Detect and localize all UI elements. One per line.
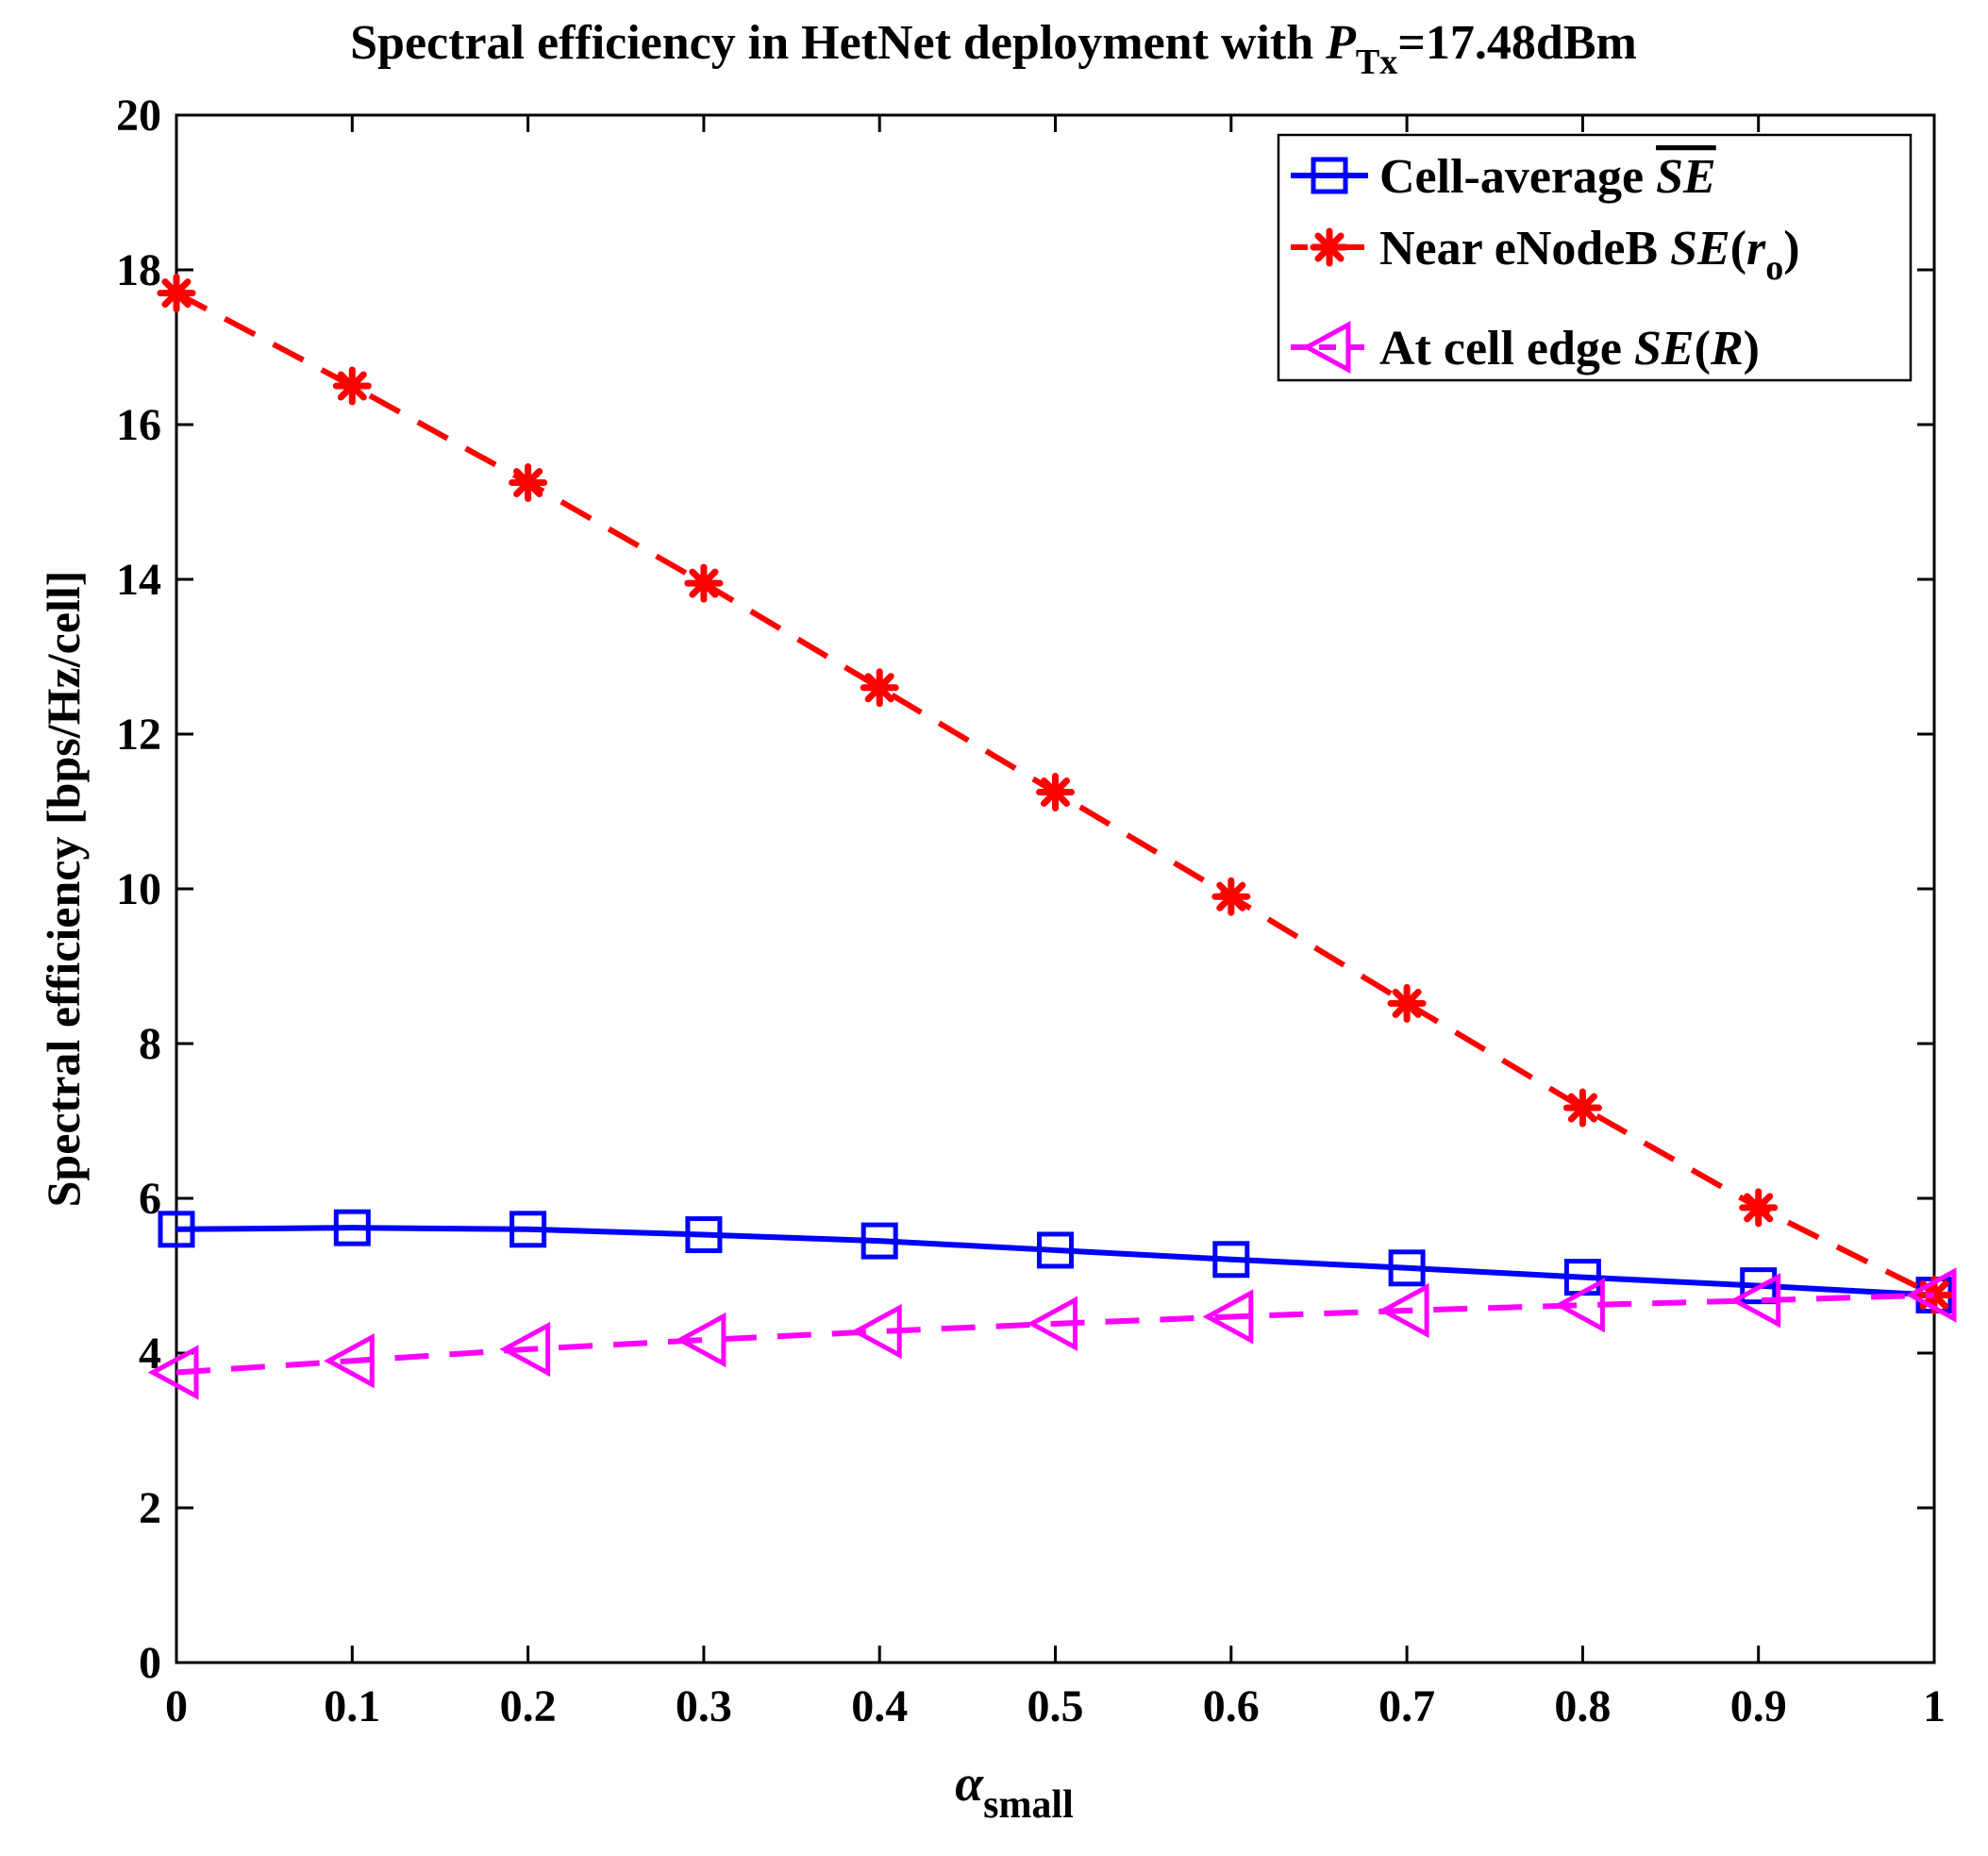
data-point [860,1222,898,1260]
data-point [1036,773,1075,811]
x-tick-label: 0.1 [324,1681,380,1731]
y-tick-label: 8 [139,1019,161,1069]
legend-label-text: Near eNodeB [1379,222,1670,276]
y-tick-label: 10 [116,864,161,914]
x-tick-label: 0.6 [1203,1681,1260,1731]
x-tick-label: 0.3 [676,1681,732,1731]
series-line [175,1292,1935,1376]
data-point [324,1332,375,1389]
legend-label-symbol: SE [1670,222,1730,276]
legend-label: Near eNodeB SE(ro) [1379,222,1800,288]
data-point [684,563,724,603]
x-tick-label: 0.5 [1027,1681,1084,1731]
data-point [1387,983,1427,1023]
legend-entry: Near eNodeB SE(ro) [1291,222,1800,288]
x-axis: 0 0.1 0.2 0.3 0.4 0.5 0.6 0.7 0.8 0.9 1 [165,115,1946,1731]
x-tick-label: 0.9 [1730,1681,1787,1731]
x-axis-label-subscript: small [983,1783,1074,1827]
legend-label-symbol: SE [1634,322,1695,376]
data-point [860,668,899,708]
legend-label-paren-open: ( [1730,222,1746,276]
data-point [333,1209,371,1246]
data-point [685,1216,723,1254]
chart-title-tail: =17.48dBm [1397,16,1637,70]
data-point [509,463,548,502]
x-tick-label: 0.7 [1378,1681,1435,1731]
y-tick-label: 14 [116,555,161,605]
data-point [157,274,196,313]
data-point [510,1211,547,1248]
data-point [1388,1249,1426,1287]
legend-entry: Cell-average SE [1291,150,1716,204]
data-point [147,1345,199,1400]
legend-label-subscript: o [1765,248,1783,288]
legend-label-symbol: SE [1656,150,1716,204]
x-tick-label: 0.2 [500,1681,557,1731]
data-point [1554,1277,1605,1333]
legend-label: Cell-average SE [1379,150,1716,204]
legend-label-arg: r [1746,222,1766,276]
data-point [1027,1296,1078,1352]
legend-label-text: Cell-average [1379,150,1656,204]
legend-label-paren-close: ) [1783,222,1799,276]
data-point [332,366,372,406]
x-tick-label: 0 [165,1681,188,1731]
x-tick-label: 0.4 [851,1681,908,1731]
data-point [1037,1231,1074,1269]
y-tick-label: 6 [139,1174,161,1224]
legend-label-text: At cell edge [1379,322,1634,376]
series-at-cell-edge [147,1267,1957,1400]
x-axis-label-symbol: α [955,1755,984,1812]
data-point [1378,1282,1429,1339]
x-axis-label: αsmall [955,1755,1074,1827]
data-point [1302,321,1351,374]
x-tick-label: 1 [1923,1681,1946,1731]
y-tick-label: 18 [116,245,161,295]
y-tick-label: 2 [139,1483,161,1533]
legend-label-arg: R [1710,322,1744,376]
data-point [1562,1088,1602,1128]
series-layer [147,274,1957,1400]
data-point [1311,157,1348,194]
y-tick-label: 20 [116,91,161,141]
data-point [1905,1267,1957,1323]
legend-box [1277,133,1913,382]
series-line [175,1225,1935,1298]
legend-label-paren-open: ( [1695,322,1711,376]
y-tick-label: 16 [116,400,161,450]
x-tick-label: 0.8 [1554,1681,1611,1731]
chart-title-main: Spectral efficiency in HetNet deployment… [350,16,1326,70]
data-point [1729,1273,1781,1329]
data-point [850,1303,902,1360]
data-point [158,1211,195,1248]
legend-label: At cell edge SE(R) [1379,322,1760,376]
data-point [499,1321,551,1378]
y-tick-label: 0 [139,1638,161,1688]
y-axis-label: Spectral efficiency [bps/Hz/cell] [37,571,90,1208]
data-point [1310,227,1349,267]
data-point [1212,1241,1250,1279]
legend-entry: At cell edge SE(R) [1291,321,1760,376]
chart-title: Spectral efficiency in HetNet deployment… [350,16,1637,82]
data-point [1740,1267,1778,1305]
y-tick-label: 12 [116,710,161,760]
chart-title-symbol: P [1325,16,1357,70]
chart-title-subscript: Tx [1356,42,1397,82]
legend-label-paren-close: ) [1744,322,1760,376]
data-point [1202,1289,1254,1345]
series-near-enodeb [157,274,1954,1314]
data-point [675,1312,727,1368]
data-point [1739,1188,1779,1228]
data-point [1211,877,1251,916]
